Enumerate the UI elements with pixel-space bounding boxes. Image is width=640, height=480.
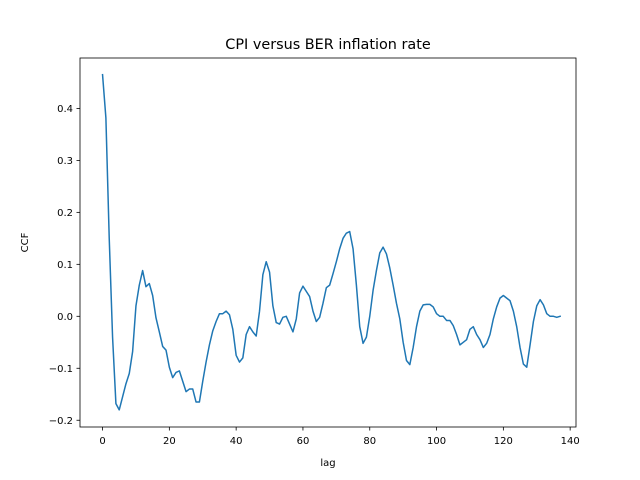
x-tick-label: 40 bbox=[230, 436, 243, 447]
x-axis: 0 20 40 60 80 100 120 140 bbox=[99, 427, 580, 447]
y-axis-label: CCF bbox=[20, 232, 31, 252]
x-tick-label: 0 bbox=[99, 436, 105, 447]
y-tick-label: 0.2 bbox=[57, 208, 73, 219]
y-tick-label: −0.1 bbox=[49, 364, 73, 375]
x-tick-label: 140 bbox=[561, 436, 580, 447]
x-tick-label: 20 bbox=[163, 436, 176, 447]
y-axis: −0.2 −0.1 0.0 0.1 0.2 0.3 0.4 bbox=[49, 104, 80, 427]
y-tick-label: 0.1 bbox=[57, 260, 73, 271]
y-tick-label: 0.3 bbox=[57, 156, 73, 167]
y-tick-label: 0.0 bbox=[57, 312, 73, 323]
y-tick-label: 0.4 bbox=[57, 104, 73, 115]
y-tick-label: −0.2 bbox=[49, 416, 73, 427]
ccf-series-line bbox=[101, 73, 562, 411]
plot-area bbox=[80, 58, 576, 427]
x-tick-label: 60 bbox=[297, 436, 310, 447]
chart-title: CPI versus BER inflation rate bbox=[225, 37, 431, 53]
x-tick-label: 100 bbox=[427, 436, 446, 447]
plot-frame bbox=[79, 57, 577, 428]
x-axis-label: lag bbox=[320, 458, 335, 469]
x-tick-label: 120 bbox=[494, 436, 513, 447]
x-tick-label: 80 bbox=[363, 436, 376, 447]
